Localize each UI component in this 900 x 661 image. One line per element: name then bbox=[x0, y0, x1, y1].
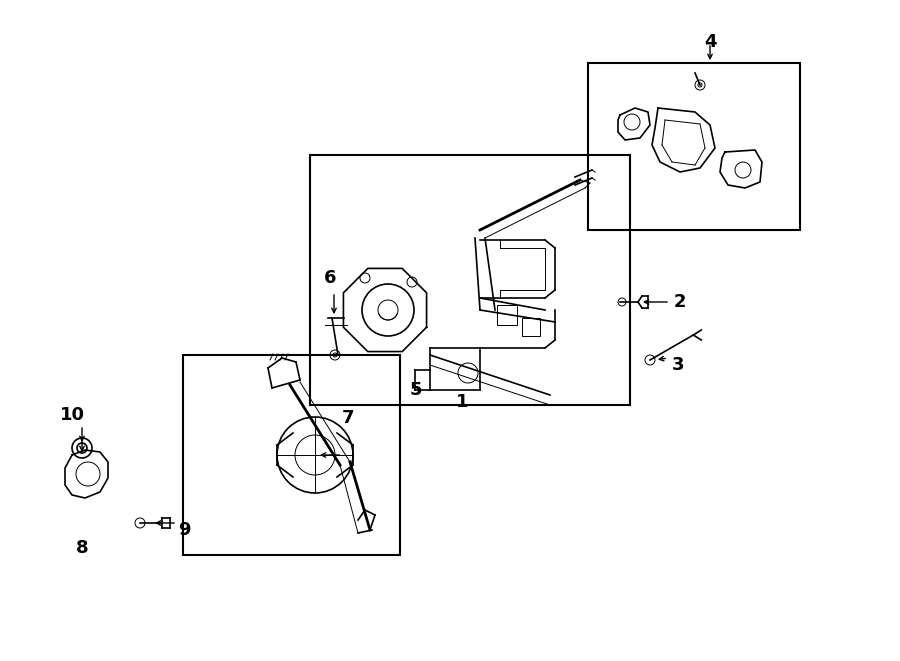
Text: 1: 1 bbox=[455, 393, 468, 411]
Text: 6: 6 bbox=[324, 269, 337, 287]
Bar bbox=[183, 355, 400, 555]
Bar bbox=[522, 318, 540, 336]
Text: 3: 3 bbox=[671, 356, 684, 374]
Bar bbox=[310, 155, 630, 405]
Text: 7: 7 bbox=[342, 409, 355, 427]
Text: 2: 2 bbox=[674, 293, 686, 311]
Text: 5: 5 bbox=[410, 381, 422, 399]
Text: 10: 10 bbox=[59, 406, 85, 424]
Text: 8: 8 bbox=[76, 539, 88, 557]
Text: 4: 4 bbox=[704, 33, 716, 51]
Bar bbox=[497, 305, 517, 325]
Bar bbox=[588, 63, 800, 230]
Text: 9: 9 bbox=[178, 521, 190, 539]
